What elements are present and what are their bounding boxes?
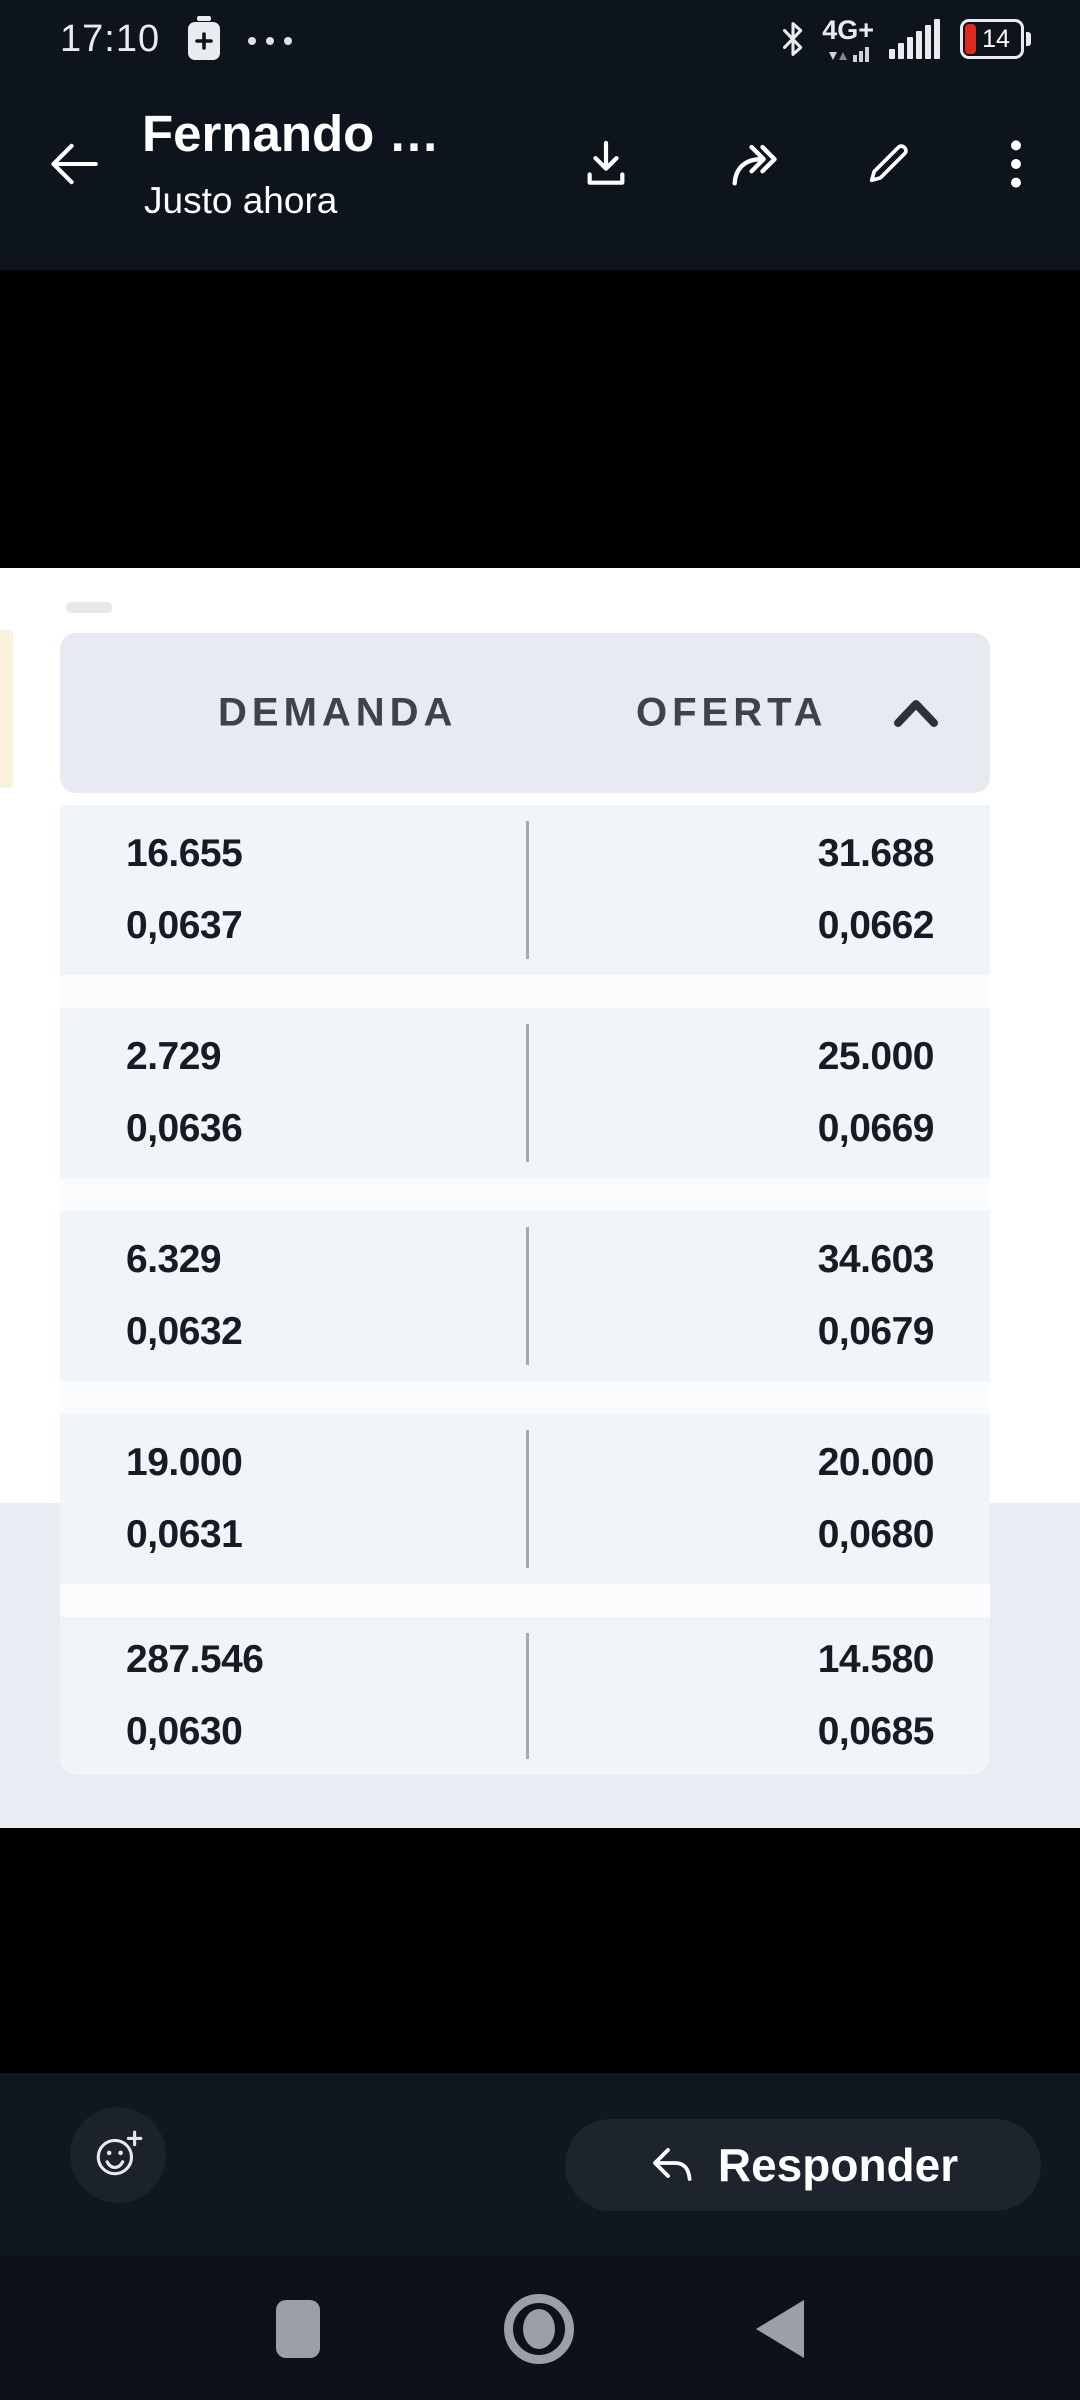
status-bar-left: 17:10 [60, 17, 293, 61]
status-bar: 17:10 4G+ [0, 0, 1080, 78]
orderbook-row: 19.000 0,0631 20.000 0,0680 [60, 1414, 990, 1584]
reply-button-label: Responder [717, 2139, 959, 2191]
offer-cell: 34.603 0,0679 [817, 1224, 935, 1368]
offer-cell: 25.000 0,0669 [817, 1021, 935, 1165]
edit-button[interactable] [852, 128, 924, 200]
demand-volume: 6.329 [126, 1238, 222, 1281]
battery-percentage: 14 [982, 24, 1010, 53]
image-artifact [66, 602, 112, 613]
offer-cell: 14.580 0,0685 [817, 1624, 935, 1768]
demand-cell: 287.546 0,0630 [126, 1624, 264, 1768]
demand-cell: 16.655 0,0637 [126, 818, 243, 962]
battery-level-fill [965, 24, 976, 54]
home-button[interactable] [504, 2294, 574, 2364]
demand-column-header: DEMANDA [218, 690, 458, 735]
offer-volume: 34.603 [817, 1238, 935, 1281]
orderbook-row: 2.729 0,0636 25.000 0,0669 [60, 1008, 990, 1178]
network-type-label: 4G+ [822, 14, 874, 45]
battery-icon: 14 [960, 19, 1024, 59]
bluetooth-icon [783, 22, 803, 56]
offer-cell: 31.688 0,0662 [817, 818, 935, 962]
more-vert-icon [1011, 140, 1021, 188]
demand-volume: 16.655 [126, 832, 243, 875]
offer-volume: 31.688 [817, 832, 935, 875]
photo-viewer-stage[interactable]: DEMANDA OFERTA 16.655 0,0637 31.688 [0, 270, 1080, 2073]
notification-dots-icon [248, 37, 293, 45]
orderbook-rows-card: 16.655 0,0637 31.688 0,0662 2.729 0,0636 [60, 805, 990, 1775]
orderbook-header-card: DEMANDA OFERTA [60, 633, 990, 793]
sender-name-title: Fernando … [142, 105, 440, 162]
demand-price: 0,0636 [126, 1107, 243, 1150]
offer-price: 0,0669 [817, 1107, 935, 1150]
demand-volume: 19.000 [126, 1441, 243, 1484]
demand-volume: 2.729 [126, 1035, 222, 1078]
battery-saver-icon [188, 22, 221, 60]
offer-price: 0,0679 [817, 1310, 935, 1353]
offer-volume: 14.580 [817, 1638, 935, 1681]
attached-image[interactable]: DEMANDA OFERTA 16.655 0,0637 31.688 [0, 568, 1080, 1828]
demand-price: 0,0631 [126, 1513, 243, 1556]
offer-price: 0,0680 [817, 1513, 935, 1556]
demand-cell: 6.329 0,0632 [126, 1224, 243, 1368]
demand-price: 0,0637 [126, 904, 243, 947]
collapse-chevron-icon [890, 696, 942, 730]
offer-cell: 20.000 0,0680 [817, 1427, 935, 1571]
home-button-dot [523, 2309, 555, 2349]
demand-cell: 19.000 0,0631 [126, 1427, 243, 1571]
data-activity-icon [829, 46, 870, 62]
clock: 17:10 [60, 17, 161, 60]
orderbook-row: 16.655 0,0637 31.688 0,0662 [60, 805, 990, 975]
reply-arrow-icon [652, 2148, 692, 2181]
demand-price: 0,0632 [126, 1310, 243, 1353]
signal-strength-icon [889, 19, 940, 59]
demand-price: 0,0630 [126, 1710, 243, 1753]
offer-price: 0,0685 [817, 1710, 935, 1753]
recents-button[interactable] [276, 2300, 320, 2358]
column-divider-line [526, 1633, 529, 1759]
back-button[interactable] [38, 128, 110, 200]
offer-column-header: OFERTA [636, 690, 828, 735]
column-divider-line [526, 1430, 529, 1568]
plus-glyph [195, 32, 213, 50]
nav-back-button[interactable] [756, 2300, 804, 2358]
image-edge-artifact [0, 630, 13, 788]
status-bar-right: 4G+ 14 [779, 14, 1024, 62]
add-reaction-button[interactable] [70, 2107, 166, 2203]
forward-button[interactable] [718, 128, 790, 200]
download-icon [587, 140, 625, 185]
demand-cell: 2.729 0,0636 [126, 1021, 243, 1165]
offer-price: 0,0662 [817, 904, 935, 947]
download-button[interactable] [570, 128, 642, 200]
forward-icon [732, 144, 777, 186]
pencil-icon [869, 144, 908, 183]
mobile-network-indicator: 4G+ [822, 14, 874, 62]
orderbook-row: 287.546 0,0630 14.580 0,0685 [60, 1617, 990, 1775]
reply-bar: Responder [0, 2073, 1080, 2255]
app-bar: Fernando … Justo ahora [0, 78, 1080, 270]
message-timestamp: Justo ahora [144, 180, 338, 221]
back-arrow-icon [51, 143, 98, 185]
reply-button[interactable]: Responder [565, 2119, 1041, 2211]
emoji-plus-icon [96, 2130, 143, 2176]
orderbook-row: 6.329 0,0632 34.603 0,0679 [60, 1211, 990, 1381]
offer-volume: 25.000 [817, 1035, 935, 1078]
demand-volume: 287.546 [126, 1638, 264, 1681]
column-divider-line [526, 821, 529, 959]
column-divider-line [526, 1024, 529, 1162]
android-navigation-bar [0, 2255, 1080, 2400]
column-divider-line [526, 1227, 529, 1365]
offer-volume: 20.000 [817, 1441, 935, 1484]
overflow-menu-button[interactable] [980, 128, 1052, 200]
